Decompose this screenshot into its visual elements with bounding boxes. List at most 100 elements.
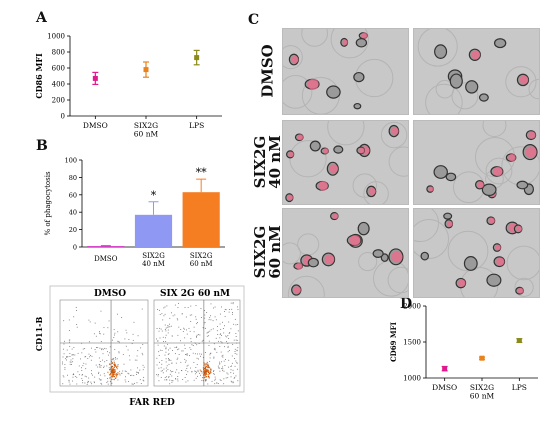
flow-event: [224, 311, 226, 312]
microscopy-image: [282, 208, 409, 298]
flow-event: [110, 368, 112, 370]
halo-ring: [451, 82, 479, 110]
flow-event: [101, 349, 102, 351]
y-tick-label: 800: [52, 49, 65, 57]
flow-event: [140, 383, 142, 384]
flow-event-gated: [203, 368, 206, 370]
flow-event: [107, 354, 109, 356]
flow-event: [232, 302, 234, 304]
flow-event: [196, 371, 198, 373]
flow-event: [66, 357, 68, 358]
flow-event-gated: [206, 370, 208, 372]
x-tick-label: LPS: [189, 121, 204, 130]
fluorescent-particle: [446, 220, 453, 227]
flow-event-gated: [205, 372, 207, 374]
flow-event: [69, 341, 71, 343]
flow-event: [205, 352, 206, 353]
halo-ring: [485, 157, 513, 185]
flow-event: [136, 359, 138, 361]
flow-event: [211, 380, 213, 382]
flow-event: [177, 334, 179, 336]
flow-event: [98, 363, 100, 365]
flow-event: [69, 339, 71, 341]
flow-event: [158, 355, 160, 357]
y-tick-label: 80: [69, 174, 77, 182]
fluorescent-particle: [349, 234, 361, 246]
flow-event: [124, 379, 126, 381]
flow-event: [161, 360, 163, 361]
flow-event: [190, 348, 192, 350]
flow-event: [204, 317, 206, 319]
significance-label: *: [151, 189, 157, 202]
flow-event: [193, 331, 195, 333]
flow-event: [67, 374, 68, 376]
flow-event: [158, 380, 160, 382]
flow-event-gated: [113, 371, 115, 373]
flow-event: [130, 369, 132, 371]
flow-event-gated: [111, 368, 113, 371]
flow-event: [175, 378, 177, 380]
fluorescent-particle: [517, 287, 524, 294]
flow-event: [223, 370, 225, 372]
flow-event-gated: [109, 369, 111, 371]
flow-event-gated: [113, 373, 115, 375]
flow-event: [234, 318, 236, 320]
flow-event-gated: [203, 369, 205, 371]
flow-event: [63, 348, 65, 350]
flow-event: [230, 376, 232, 378]
flow-event: [168, 376, 170, 378]
flow-event: [200, 308, 202, 310]
flow-event: [186, 354, 188, 356]
flow-event: [97, 347, 99, 349]
flow-event: [224, 325, 226, 327]
flow-event: [158, 367, 160, 369]
flow-event: [100, 364, 102, 366]
flow-event: [170, 359, 172, 361]
halo-ring: [287, 275, 325, 297]
flow-event: [171, 375, 173, 377]
flow-event: [93, 381, 95, 383]
flow-event: [176, 318, 178, 320]
flow-event: [169, 326, 171, 328]
flow-event: [95, 364, 97, 366]
flow-event: [230, 302, 232, 304]
flow-event: [134, 382, 136, 384]
flow-event: [167, 343, 169, 345]
flow-event: [62, 356, 64, 358]
flow-event: [216, 382, 218, 384]
flow-event: [237, 330, 239, 332]
flow-event: [219, 323, 221, 325]
flow-event: [176, 346, 178, 348]
fluorescent-particle: [458, 279, 466, 287]
flow-event: [99, 361, 101, 362]
microscopy-row-label-line: 40 nM: [266, 134, 284, 189]
flow-event: [108, 377, 110, 379]
flow-event-gated: [110, 367, 112, 369]
flow-event-gated: [114, 364, 117, 366]
fluorescent-particle: [471, 50, 481, 60]
flow-event: [193, 361, 195, 363]
flow-event: [117, 379, 119, 381]
flow-event: [84, 348, 86, 349]
flow-event: [97, 366, 99, 368]
flow-event-gated: [113, 379, 115, 381]
flow-event: [164, 313, 166, 315]
cell: [433, 165, 448, 179]
flow-event-gated: [108, 374, 111, 376]
flow-event: [208, 345, 210, 346]
flow-event: [201, 372, 203, 374]
flow-event-gated: [203, 368, 205, 370]
y-tick-label: 0: [61, 113, 65, 121]
y-axis-label: CD69 MFI: [389, 322, 398, 362]
flow-event: [160, 328, 162, 330]
flow-event: [233, 339, 235, 341]
flow-event: [178, 372, 180, 374]
flow-event: [207, 364, 209, 366]
flow-event: [103, 347, 105, 349]
microscopy-background: [414, 29, 539, 114]
flow-event: [107, 383, 109, 385]
flow-event: [63, 376, 65, 378]
flow-event: [235, 360, 237, 362]
flow-event: [165, 370, 167, 372]
flow-event: [190, 367, 192, 369]
